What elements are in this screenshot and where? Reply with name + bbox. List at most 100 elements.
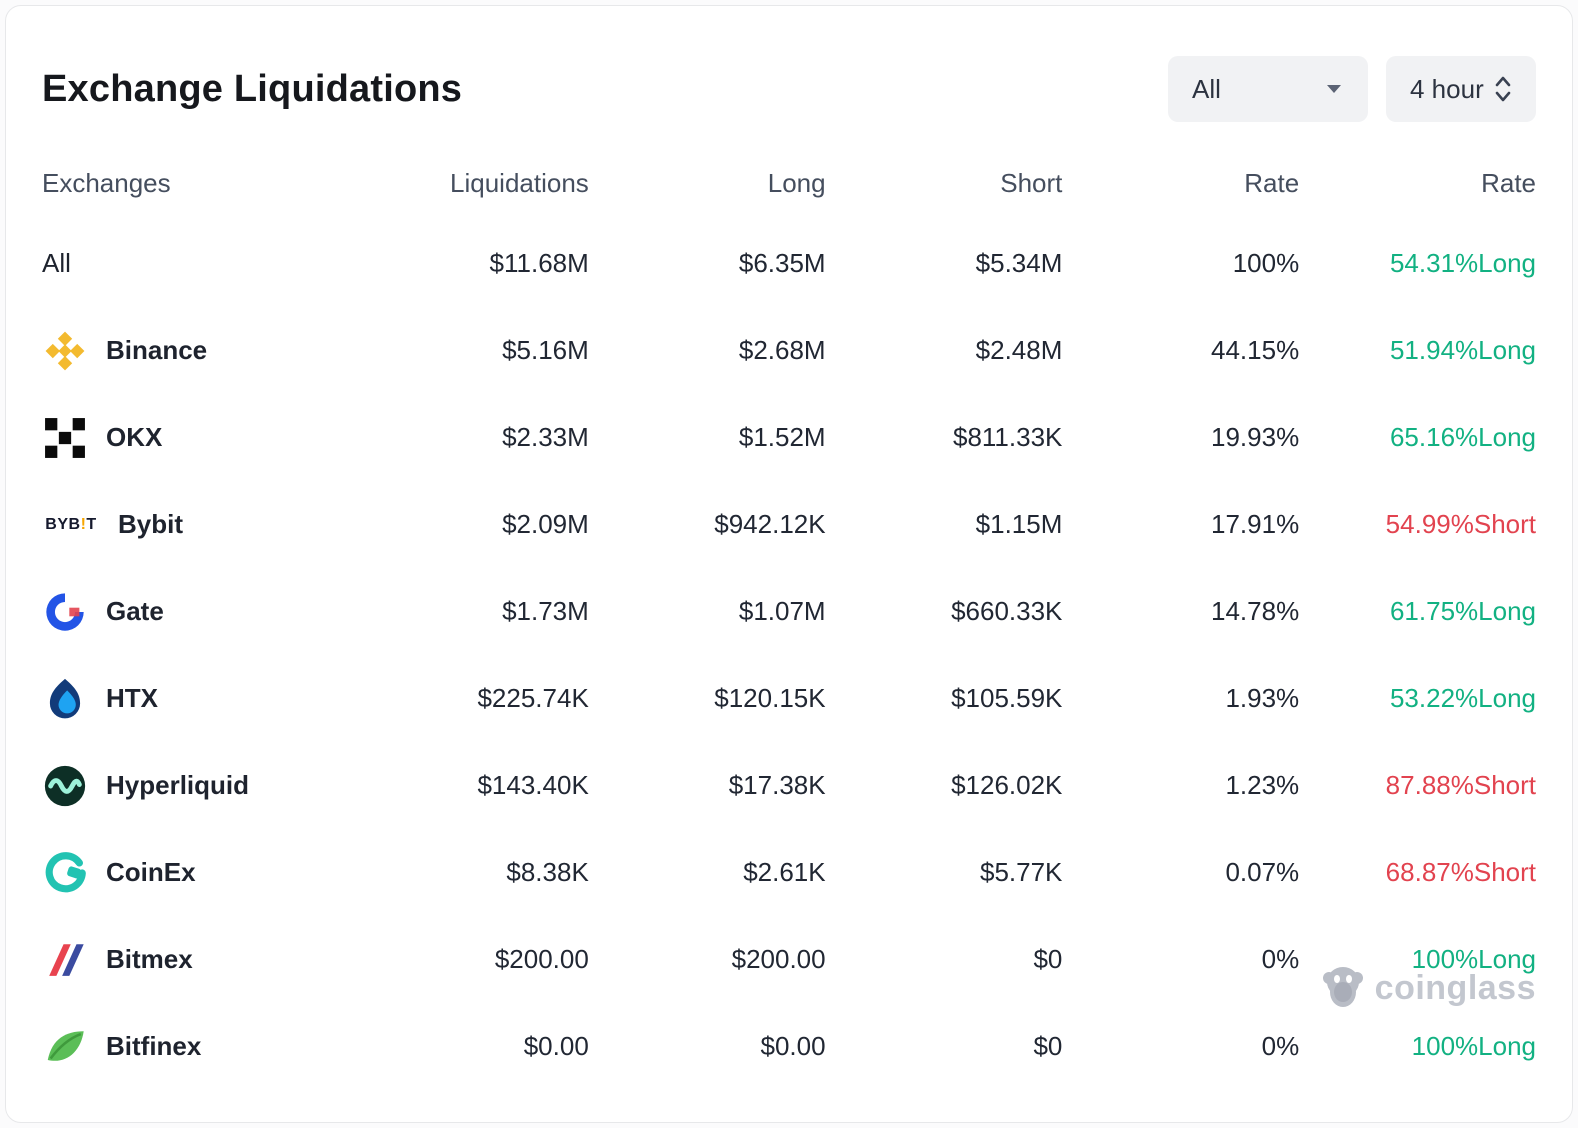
rate-value: 0%: [1261, 944, 1300, 974]
exchange-name: All: [42, 248, 71, 278]
bitmex-icon: [42, 937, 88, 983]
column-header-rate: Rate: [1244, 167, 1300, 198]
exchange-name: CoinEx: [106, 857, 196, 887]
exchange-cell: Binance: [42, 328, 352, 374]
coinex-icon: [42, 850, 88, 896]
long-value: $6.35M: [738, 248, 826, 278]
long-value: $120.15K: [714, 683, 826, 713]
rate-value: 100%: [1232, 248, 1300, 278]
short-value: $0: [1033, 1031, 1063, 1061]
long-value: $17.38K: [728, 770, 826, 800]
exchange-liquidations-card: Exchange Liquidations All 4 hour Exchang…: [5, 5, 1573, 1123]
interval-dropdown[interactable]: 4 hour: [1386, 56, 1536, 122]
chevron-down-icon: [1324, 82, 1344, 96]
table-row[interactable]: All $11.68M $6.35M $5.34M 100% 54.31%Long: [42, 220, 1536, 307]
long-value: $2.68M: [738, 335, 826, 365]
exchange-cell: All: [42, 248, 352, 279]
long-short-rate-value: 53.22%Long: [1389, 683, 1536, 713]
table-row[interactable]: Bitmex $200.00 $200.00 $0 0% 100%Long: [42, 916, 1536, 1003]
table-header-row: Exchanges Liquidations Long Short Rate Rate: [42, 146, 1536, 220]
exchange-name: Bybit: [118, 509, 183, 539]
long-short-rate-value: 87.88%Short: [1385, 770, 1536, 800]
column-header-rate-2: Rate: [1481, 167, 1536, 198]
long-short-rate-value: 100%Long: [1411, 944, 1536, 974]
exchange-name: Hyperliquid: [106, 770, 250, 800]
rate-value: 17.91%: [1211, 509, 1300, 539]
liquidations-value: $0.00: [523, 1031, 589, 1061]
long-short-rate-value: 61.75%Long: [1389, 596, 1536, 626]
short-value: $0: [1033, 944, 1063, 974]
liquidations-value: $2.33M: [502, 422, 589, 452]
exchange-cell: Bitmex: [42, 937, 352, 983]
rate-value: 14.78%: [1211, 596, 1300, 626]
long-value: $0.00: [760, 1031, 826, 1061]
column-header-exchanges: Exchanges: [42, 167, 171, 198]
interval-value: 4 hour: [1410, 73, 1484, 104]
rate-value: 0.07%: [1225, 857, 1300, 887]
table-body: All $11.68M $6.35M $5.34M 100% 54.31%Long Bin…: [42, 220, 1536, 1090]
column-header-short: Short: [1000, 167, 1063, 198]
long-short-rate-value: 54.99%Short: [1385, 509, 1536, 539]
exchange-cell: Gate: [42, 589, 352, 635]
table-row[interactable]: OKX $2.33M $1.52M $811.33K 19.93% 65.16%Long: [42, 394, 1536, 481]
gate-icon: [42, 589, 88, 635]
table-row[interactable]: CoinEx $8.38K $2.61K $5.77K 0.07% 68.87%Short: [42, 829, 1536, 916]
bybit-icon: BYB!T: [45, 515, 97, 533]
table-row[interactable]: Gate $1.73M $1.07M $660.33K 14.78% 61.75%Long: [42, 568, 1536, 655]
table-row[interactable]: Bitfinex $0.00 $0.00 $0 0% 100%Long: [42, 1003, 1536, 1090]
header-controls: All 4 hour: [1168, 56, 1536, 122]
short-value: $5.34M: [975, 248, 1063, 278]
exchange-name: HTX: [106, 683, 158, 713]
table-row[interactable]: HTX $225.74K $120.15K $105.59K 1.93% 53.22%Lo…: [42, 655, 1536, 742]
exchange-name: Bitfinex: [106, 1031, 202, 1061]
short-value: $5.77K: [979, 857, 1063, 887]
exchange-cell: CoinEx: [42, 850, 352, 896]
exchange-name: Binance: [106, 335, 208, 365]
liquidations-value: $2.09M: [502, 509, 589, 539]
liquidations-value: $143.40K: [477, 770, 589, 800]
page-title: Exchange Liquidations: [42, 67, 463, 110]
long-value: $1.52M: [738, 422, 826, 452]
card-header: Exchange Liquidations All 4 hour: [42, 6, 1536, 122]
exchange-name: Gate: [106, 596, 164, 626]
short-value: $811.33K: [952, 422, 1063, 452]
short-value: $126.02K: [951, 770, 1063, 800]
exchange-filter-dropdown[interactable]: All: [1168, 56, 1368, 122]
exchange-cell: Hyperliquid: [42, 763, 352, 809]
exchange-cell: Bitfinex: [42, 1024, 352, 1070]
exchange-name: Bitmex: [106, 944, 193, 974]
exchange-name: OKX: [106, 422, 163, 452]
short-value: $1.15M: [975, 509, 1063, 539]
long-short-rate-value: 68.87%Short: [1385, 857, 1536, 887]
up-down-chevrons-icon: [1494, 74, 1512, 104]
liquidations-value: $1.73M: [502, 596, 589, 626]
table-row[interactable]: BYB!T Bybit $2.09M $942.12K $1.15M 17.91% 54.9…: [42, 481, 1536, 568]
liquidations-value: $8.38K: [506, 857, 589, 887]
rate-value: 19.93%: [1211, 422, 1300, 452]
column-header-liquidations: Liquidations: [450, 167, 589, 198]
exchange-cell: HTX: [42, 676, 352, 722]
short-value: $105.59K: [951, 683, 1063, 713]
long-value: $942.12K: [714, 509, 826, 539]
rate-value: 0%: [1261, 1031, 1300, 1061]
table-row[interactable]: Binance $5.16M $2.68M $2.48M 44.15% 51.94%Lon…: [42, 307, 1536, 394]
exchange-filter-value: All: [1192, 73, 1221, 104]
long-value: $2.61K: [743, 857, 826, 887]
rate-value: 1.23%: [1225, 770, 1300, 800]
liquidations-value: $5.16M: [502, 335, 589, 365]
hyperliquid-icon: [42, 763, 88, 809]
long-short-rate-value: 51.94%Long: [1389, 335, 1536, 365]
okx-icon: [42, 415, 88, 461]
long-short-rate-value: 100%Long: [1411, 1031, 1536, 1061]
long-short-rate-value: 65.16%Long: [1389, 422, 1536, 452]
exchange-cell: BYB!T Bybit: [42, 502, 352, 548]
rate-value: 1.93%: [1225, 683, 1300, 713]
table-row[interactable]: Hyperliquid $143.40K $17.38K $126.02K 1.23% 8…: [42, 742, 1536, 829]
long-value: $1.07M: [738, 596, 826, 626]
bitfinex-icon: [42, 1024, 88, 1070]
short-value: $660.33K: [951, 596, 1063, 626]
long-short-rate-value: 54.31%Long: [1389, 248, 1536, 278]
htx-icon: [42, 676, 88, 722]
short-value: $2.48M: [975, 335, 1063, 365]
liquidations-value: $11.68M: [489, 248, 589, 278]
